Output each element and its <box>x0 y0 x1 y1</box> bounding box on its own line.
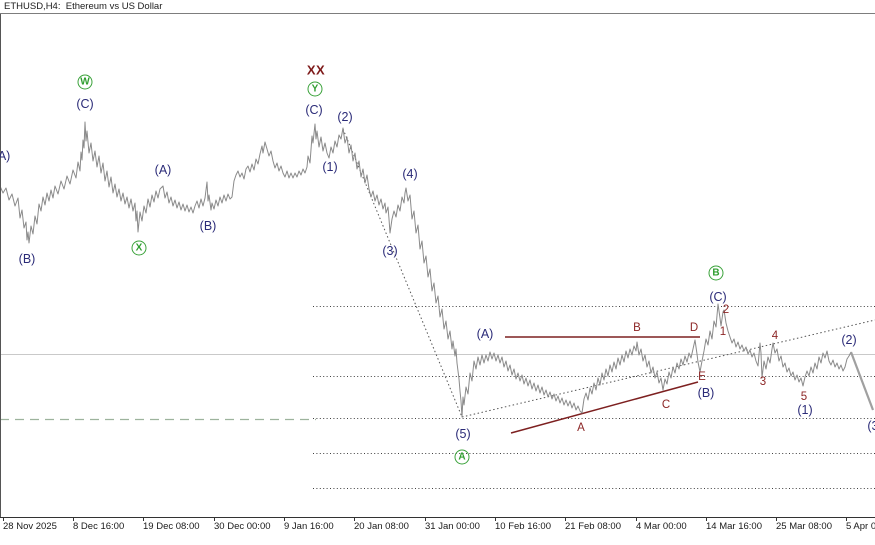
x-axis-label: 25 Mar 08:00 <box>776 521 832 532</box>
circled-wave-label[interactable]: A <box>454 449 470 465</box>
wave-label[interactable]: (B) <box>697 386 715 400</box>
price-series-line <box>0 121 852 418</box>
x-axis-label: 20 Jan 08:00 <box>354 521 409 532</box>
x-axis-label: 14 Mar 16:00 <box>706 521 762 532</box>
wave-label[interactable]: (2) <box>337 110 353 124</box>
chart-title: ETHUSD,H4: Ethereum vs US Dollar <box>4 1 163 12</box>
subwave-label[interactable]: E <box>698 371 706 383</box>
wave-label[interactable]: (1) <box>322 160 338 174</box>
circled-wave-label[interactable]: Y <box>307 81 323 97</box>
x-axis-label: 21 Feb 08:00 <box>565 521 621 532</box>
x-axis-label: 9 Jan 16:00 <box>284 521 334 532</box>
wave-label[interactable]: (A) <box>0 149 11 163</box>
x-axis-label: 5 Apr 00:00 <box>846 521 875 532</box>
channel-dotted-up-line <box>461 319 875 418</box>
wave-label[interactable]: (1) <box>797 403 813 417</box>
wave-label[interactable]: (3) <box>867 419 875 433</box>
wave-label[interactable]: (A) <box>476 327 494 341</box>
wave-label[interactable]: (C) <box>305 103 323 117</box>
subwave-label[interactable]: 4 <box>771 330 779 342</box>
x-axis-label: 30 Dec 00:00 <box>214 521 271 532</box>
wave-label[interactable]: (4) <box>402 167 418 181</box>
wave-label[interactable]: (A) <box>154 163 172 177</box>
wave-label[interactable]: (B) <box>199 219 217 233</box>
wave-label[interactable]: (C) <box>76 97 94 111</box>
subwave-label[interactable]: D <box>689 322 699 334</box>
double-x-label[interactable]: XX <box>306 62 326 78</box>
wave-label[interactable]: (B) <box>18 252 36 266</box>
forecast-line <box>849 351 875 411</box>
wave-label[interactable]: (C) <box>709 290 727 304</box>
wave-label[interactable]: (3) <box>382 244 398 258</box>
subwave-label[interactable]: A <box>577 422 585 434</box>
wave-label[interactable]: (2) <box>841 333 857 347</box>
x-axis-label: 31 Jan 00:00 <box>425 521 480 532</box>
wave-label[interactable]: (5) <box>455 427 471 441</box>
x-axis-label: 28 Nov 2025 <box>3 521 57 532</box>
x-axis-label: 19 Dec 08:00 <box>143 521 200 532</box>
circled-wave-label[interactable]: X <box>131 240 147 256</box>
subwave-label[interactable]: C <box>661 399 671 411</box>
circled-wave-label[interactable]: B <box>708 265 724 281</box>
x-axis-label: 4 Mar 00:00 <box>636 521 687 532</box>
x-axis-label: 10 Feb 16:00 <box>495 521 551 532</box>
subwave-label[interactable]: 3 <box>759 376 767 388</box>
circled-wave-label[interactable]: W <box>77 74 93 90</box>
subwave-label[interactable]: 1 <box>719 326 727 338</box>
subwave-label[interactable]: B <box>633 322 641 334</box>
chart-title-bar: ETHUSD,H4: Ethereum vs US Dollar <box>0 0 875 14</box>
x-axis-label: 8 Dec 16:00 <box>73 521 125 532</box>
subwave-label[interactable]: 5 <box>800 391 808 403</box>
trendline-red-rising <box>510 381 699 434</box>
subwave-label[interactable]: 2 <box>722 304 730 316</box>
